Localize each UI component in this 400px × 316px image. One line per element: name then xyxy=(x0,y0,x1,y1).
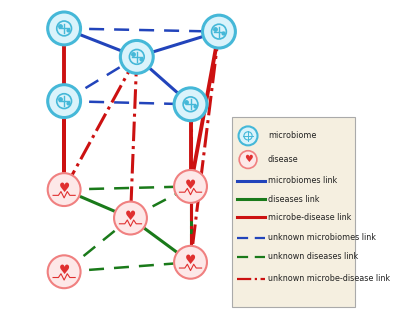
Text: ♥: ♥ xyxy=(185,179,196,191)
Text: microbiome: microbiome xyxy=(268,131,316,140)
FancyBboxPatch shape xyxy=(232,117,355,307)
Circle shape xyxy=(48,12,80,45)
Text: ♥: ♥ xyxy=(58,182,70,195)
Circle shape xyxy=(114,202,147,234)
Circle shape xyxy=(48,255,80,288)
Text: microbe-disease link: microbe-disease link xyxy=(268,213,351,222)
Circle shape xyxy=(239,151,257,168)
Circle shape xyxy=(202,15,235,48)
Circle shape xyxy=(238,126,258,145)
Circle shape xyxy=(174,246,207,279)
Circle shape xyxy=(48,173,80,206)
Circle shape xyxy=(174,170,207,203)
Circle shape xyxy=(120,40,153,73)
Text: ♥: ♥ xyxy=(244,154,252,164)
Text: unknown microbiomes link: unknown microbiomes link xyxy=(268,233,376,242)
Text: microbiomes link: microbiomes link xyxy=(268,176,337,185)
Circle shape xyxy=(48,85,80,118)
Text: ♥: ♥ xyxy=(185,254,196,267)
Text: diseases link: diseases link xyxy=(268,195,320,204)
Text: unknown microbe-disease link: unknown microbe-disease link xyxy=(268,274,390,283)
Text: ♥: ♥ xyxy=(58,264,70,277)
Text: ♥: ♥ xyxy=(125,210,136,223)
Text: disease: disease xyxy=(268,155,298,164)
Text: unknown diseases link: unknown diseases link xyxy=(268,252,358,261)
Circle shape xyxy=(174,88,207,121)
